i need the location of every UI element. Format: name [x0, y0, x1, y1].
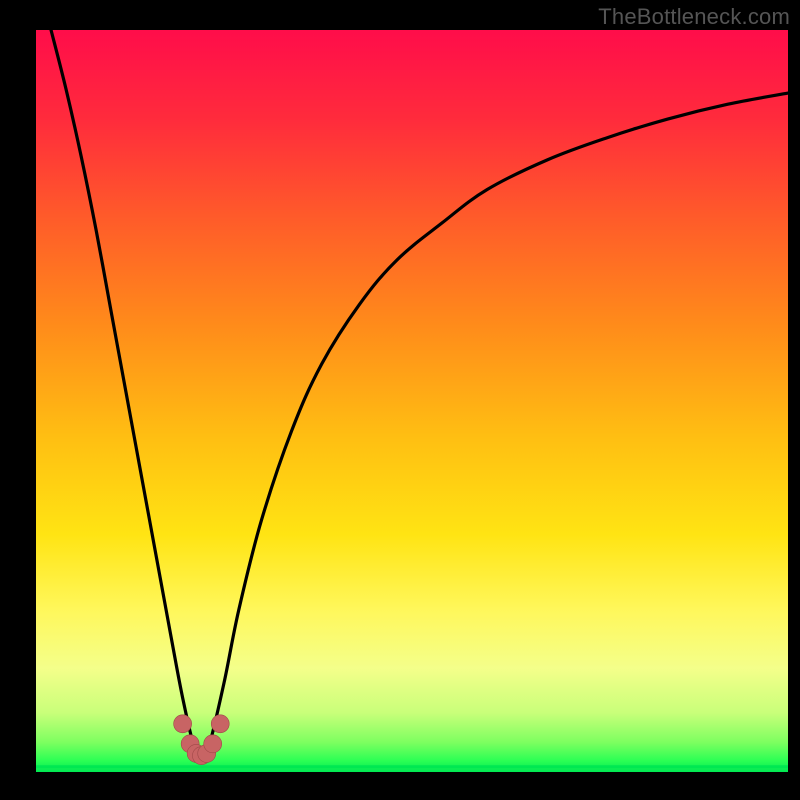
bottleneck-chart: [0, 0, 800, 800]
trough-marker: [211, 715, 229, 733]
gradient-background: [36, 30, 788, 772]
trough-marker: [204, 735, 222, 753]
trough-marker: [174, 715, 192, 733]
watermark-text: TheBottleneck.com: [598, 4, 790, 30]
stage: TheBottleneck.com: [0, 0, 800, 800]
